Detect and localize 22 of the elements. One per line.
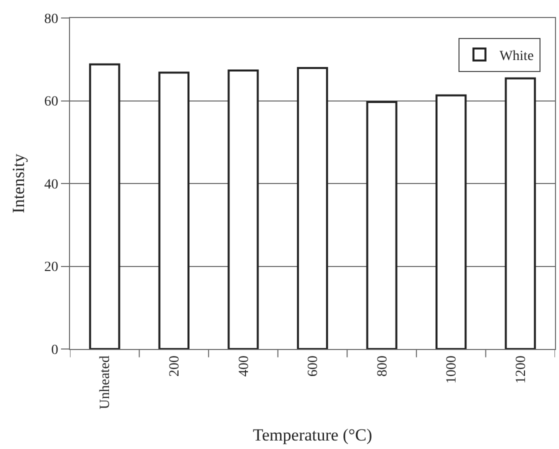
x-tick-label: 200 — [167, 356, 182, 377]
x-tick-label: Unheated — [98, 356, 114, 410]
x-tick-label: 400 — [236, 356, 252, 377]
x-tick-label: 600 — [306, 356, 322, 377]
y-tick-label: 40 — [44, 177, 58, 192]
y-tick-label: 0 — [51, 342, 58, 358]
bar — [158, 72, 190, 349]
bar — [228, 70, 259, 349]
x-tick-label: 1000 — [444, 356, 460, 384]
legend-label: White — [499, 48, 534, 64]
bar — [89, 63, 120, 349]
bar — [366, 100, 398, 349]
y-tick-label: 80 — [44, 12, 58, 27]
bar — [436, 94, 467, 349]
x-axis-title: Temperature (°C) — [252, 426, 372, 445]
y-tick-label: 60 — [44, 94, 58, 110]
y-tick-label: 20 — [44, 260, 58, 276]
bar — [296, 67, 328, 349]
x-tick-label: 1200 — [514, 356, 529, 384]
bar — [504, 77, 536, 349]
x-tick-label: 800 — [375, 356, 390, 377]
y-axis-title: Intensity — [8, 153, 28, 214]
